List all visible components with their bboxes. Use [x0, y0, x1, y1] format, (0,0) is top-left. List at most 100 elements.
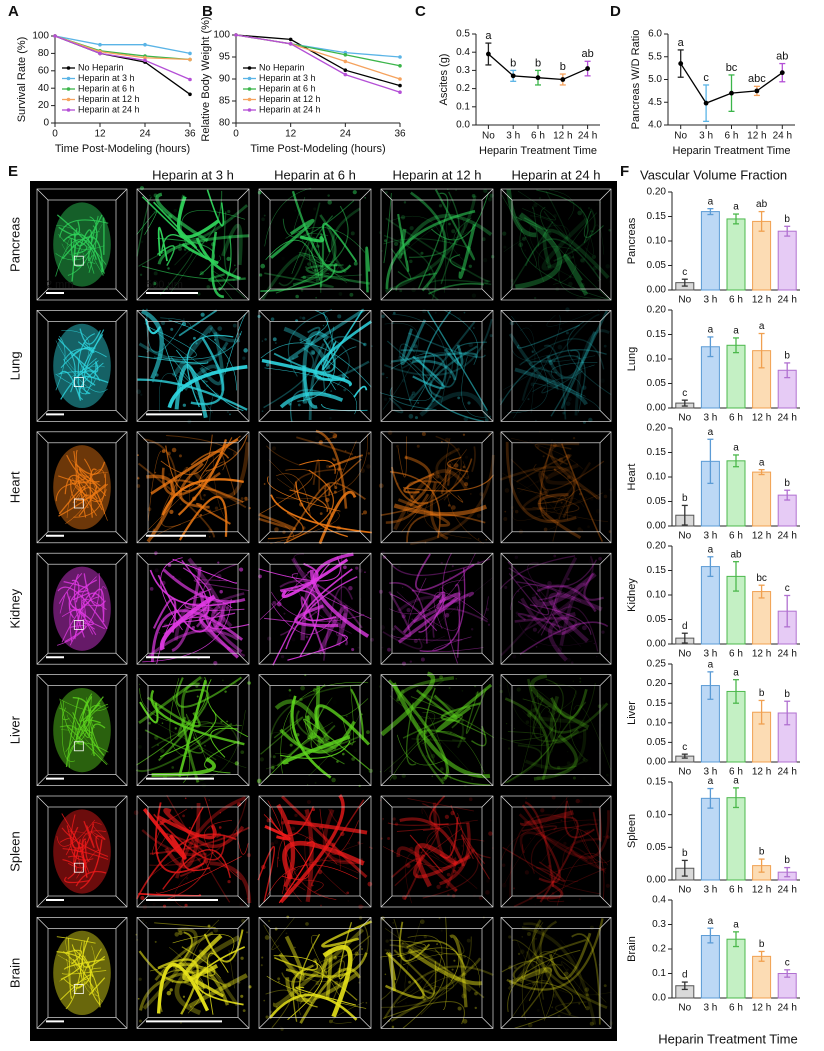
- vessel: [260, 264, 336, 292]
- speckle: [343, 565, 347, 570]
- speckle: [556, 765, 561, 770]
- x-tick-label: 3 h: [699, 131, 713, 142]
- vessel: [353, 385, 368, 398]
- speckle: [340, 831, 345, 837]
- speckle: [601, 703, 605, 707]
- speckle: [261, 864, 266, 870]
- speckle: [554, 278, 557, 281]
- vessel: [517, 612, 563, 629]
- vessel: [439, 822, 471, 886]
- speckle: [156, 744, 160, 747]
- speckle: [153, 271, 158, 276]
- vessel: [69, 351, 76, 393]
- speckle: [484, 418, 489, 422]
- x-tick-label: 6 h: [729, 295, 743, 306]
- speckle: [270, 842, 275, 846]
- vessel: [445, 437, 484, 544]
- vessel: [59, 837, 73, 856]
- speckle: [512, 887, 516, 890]
- speckle: [420, 919, 425, 924]
- speckle: [413, 638, 418, 644]
- speckle: [346, 715, 348, 717]
- speckle: [351, 757, 356, 761]
- speckle: [304, 266, 308, 269]
- vessel: [546, 331, 597, 380]
- speckle: [423, 730, 427, 735]
- vessel: [175, 349, 244, 411]
- vessel: [531, 572, 597, 607]
- speckle: [533, 203, 538, 208]
- speckle: [224, 690, 227, 693]
- speckle: [214, 506, 219, 510]
- x-tick-label: 12 h: [752, 885, 771, 896]
- vessel: [453, 217, 472, 246]
- vessel: [289, 883, 306, 903]
- vessel: [517, 487, 580, 513]
- series-line: [235, 34, 401, 93]
- speckle: [499, 397, 504, 403]
- speckle: [197, 955, 201, 958]
- speckle: [237, 981, 241, 984]
- vessel: [480, 596, 489, 621]
- speckle: [577, 527, 582, 532]
- vessel: [524, 555, 594, 631]
- speckle: [518, 409, 522, 413]
- frame-edge: [237, 188, 250, 201]
- speckle: [566, 750, 569, 753]
- speckle: [565, 453, 571, 459]
- speckle: [529, 440, 532, 443]
- speckle: [205, 384, 209, 388]
- frame-edge: [599, 917, 612, 929]
- vessel: [198, 617, 240, 659]
- speckle: [464, 351, 467, 354]
- x-tick-label: 24 h: [777, 295, 796, 306]
- speckle: [239, 567, 244, 572]
- speckle: [459, 348, 461, 350]
- vessel: [291, 964, 314, 1004]
- speckle: [582, 385, 587, 390]
- y-axis-label: Spleen: [626, 814, 638, 848]
- microscopy-image: 2 mm: [36, 188, 128, 301]
- vessel: [522, 955, 587, 1009]
- frame-edge: [481, 652, 494, 665]
- speckle: [326, 464, 330, 469]
- frame-inner: [147, 685, 239, 775]
- vessel: [512, 497, 587, 521]
- vessel: [404, 455, 432, 507]
- vessel: [171, 325, 213, 378]
- vessel: [257, 845, 276, 903]
- speckle: [451, 505, 456, 510]
- vessel: [78, 941, 84, 971]
- speckle: [348, 735, 351, 737]
- speckle: [366, 730, 370, 735]
- panel-letter: C: [415, 3, 426, 20]
- speckle: [367, 881, 373, 887]
- vessel: [154, 802, 205, 874]
- speckle: [370, 345, 373, 348]
- error-bar: [733, 337, 739, 354]
- speckle: [542, 455, 545, 458]
- vessel: [160, 466, 188, 528]
- speckle: [315, 436, 319, 440]
- speckle: [552, 993, 557, 998]
- y-tick-label: 0.10: [647, 809, 667, 820]
- speckle: [155, 373, 159, 377]
- error-bar: [758, 332, 765, 369]
- microscopy-image: [379, 795, 494, 908]
- vessel: [537, 493, 582, 539]
- speckle: [348, 585, 353, 591]
- speckle: [381, 372, 385, 376]
- speckle: [519, 1023, 522, 1026]
- speckle: [416, 858, 418, 860]
- speckle: [302, 316, 306, 320]
- speckle: [411, 618, 413, 620]
- speckle: [227, 880, 231, 884]
- vessel: [75, 356, 97, 378]
- speckle: [286, 915, 290, 919]
- frame-inner: [391, 685, 483, 775]
- vessel: [522, 844, 601, 895]
- frame-edge: [36, 410, 49, 422]
- row-label: Heart: [7, 471, 22, 503]
- vessel: [287, 819, 368, 835]
- speckle: [168, 818, 171, 822]
